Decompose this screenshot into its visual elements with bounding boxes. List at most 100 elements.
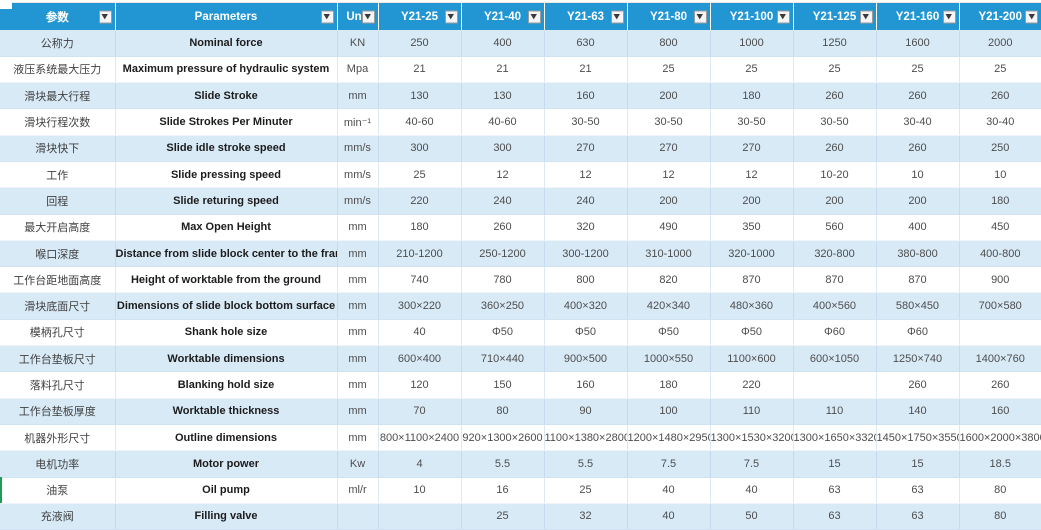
cell-cn[interactable]: 模柄孔尺寸: [0, 319, 116, 347]
cell-en[interactable]: Slide pressing speed: [115, 161, 338, 189]
column-header-y21-100[interactable]: Y21-100 ▼: [710, 3, 794, 30]
cell-en[interactable]: Motor power: [115, 450, 338, 478]
cell-value[interactable]: 870: [710, 266, 794, 294]
cell-value[interactable]: 63: [793, 503, 877, 530]
column-header-unit[interactable]: Unit ▼: [337, 3, 379, 30]
cell-cn[interactable]: 充液阀: [0, 503, 116, 530]
cell-value[interactable]: 63: [876, 477, 960, 504]
cell-value[interactable]: 30-50: [793, 108, 877, 136]
cell-value[interactable]: 1300×1530×3200: [710, 424, 794, 452]
cell-value[interactable]: 30-50: [544, 108, 628, 136]
column-header-y21-200[interactable]: Y21-200 ▼: [959, 3, 1041, 30]
cell-value[interactable]: 780: [461, 266, 545, 294]
cell-unit[interactable]: mm: [337, 82, 379, 110]
cell-value[interactable]: 21: [378, 56, 462, 84]
cell-value[interactable]: [793, 371, 877, 399]
column-header-y21-63[interactable]: Y21-63 ▼: [544, 3, 628, 30]
filter-dropdown-button[interactable]: ▼: [98, 10, 112, 23]
filter-dropdown-button[interactable]: ▼: [1025, 10, 1038, 23]
cell-value[interactable]: 63: [876, 503, 960, 530]
cell-unit[interactable]: mm/s: [337, 161, 379, 189]
cell-value[interactable]: 260: [876, 371, 960, 399]
cell-value[interactable]: 250: [959, 135, 1041, 162]
cell-value[interactable]: 260: [876, 135, 960, 162]
cell-value[interactable]: 400: [876, 214, 960, 241]
column-header-y21-125[interactable]: Y21-125 ▼: [793, 3, 877, 30]
filter-dropdown-button[interactable]: ▼: [527, 10, 541, 23]
cell-unit[interactable]: mm: [337, 292, 379, 320]
cell-value[interactable]: 270: [627, 135, 711, 162]
cell-value[interactable]: 150: [461, 371, 545, 399]
cell-en[interactable]: Worktable dimensions: [115, 345, 338, 373]
cell-value[interactable]: 140: [876, 398, 960, 425]
cell-value[interactable]: 320: [544, 214, 628, 241]
cell-value[interactable]: 12: [627, 161, 711, 189]
cell-cn[interactable]: 回程: [0, 187, 116, 215]
cell-value[interactable]: 580×450: [876, 292, 960, 320]
cell-value[interactable]: 1000: [710, 30, 794, 57]
cell-cn[interactable]: 电机功率: [0, 450, 116, 478]
cell-value[interactable]: 1100×1380×2800: [544, 424, 628, 452]
cell-value[interactable]: 25: [959, 56, 1041, 84]
cell-value[interactable]: 360×250: [461, 292, 545, 320]
filter-dropdown-button[interactable]: ▼: [942, 10, 956, 23]
cell-value[interactable]: 25: [627, 56, 711, 84]
cell-value[interactable]: 380-800: [876, 240, 960, 268]
cell-value[interactable]: 16: [461, 477, 545, 504]
cell-value[interactable]: 1600: [876, 30, 960, 57]
cell-value[interactable]: 920×1300×2600: [461, 424, 545, 452]
cell-value[interactable]: [959, 319, 1041, 347]
cell-value[interactable]: Φ50: [544, 319, 628, 347]
cell-value[interactable]: 15: [876, 450, 960, 478]
cell-cn[interactable]: 滑块底面尺寸: [0, 292, 116, 320]
cell-value[interactable]: 220: [378, 187, 462, 215]
cell-value[interactable]: 30-50: [627, 108, 711, 136]
filter-dropdown-button[interactable]: ▼: [610, 10, 624, 23]
cell-unit[interactable]: mm: [337, 240, 379, 268]
cell-value[interactable]: 25: [793, 56, 877, 84]
cell-value[interactable]: 260: [793, 82, 877, 110]
cell-value[interactable]: 110: [710, 398, 794, 425]
cell-value[interactable]: 100: [627, 398, 711, 425]
cell-unit[interactable]: mm/s: [337, 187, 379, 215]
cell-value[interactable]: Φ60: [876, 319, 960, 347]
cell-value[interactable]: 80: [959, 477, 1041, 504]
cell-value[interactable]: 160: [544, 82, 628, 110]
cell-value[interactable]: 200: [710, 187, 794, 215]
cell-unit[interactable]: mm/s: [337, 135, 379, 162]
cell-cn[interactable]: 滑块行程次数: [0, 108, 116, 136]
cell-value[interactable]: 180: [710, 82, 794, 110]
cell-value[interactable]: 210-1200: [378, 240, 462, 268]
cell-en[interactable]: Outline dimensions: [115, 424, 338, 452]
column-header-y21-25[interactable]: Y21-25 ▼: [378, 3, 462, 30]
cell-value[interactable]: 450: [959, 214, 1041, 241]
cell-unit[interactable]: mm: [337, 214, 379, 241]
cell-cn[interactable]: 工作台垫板厚度: [0, 398, 116, 425]
cell-cn[interactable]: 喉口深度: [0, 240, 116, 268]
cell-value[interactable]: 700×580: [959, 292, 1041, 320]
cell-value[interactable]: 400: [461, 30, 545, 57]
cell-value[interactable]: 40: [710, 477, 794, 504]
column-header-y21-40[interactable]: Y21-40 ▼: [461, 3, 545, 30]
cell-cn[interactable]: 公称力: [0, 30, 116, 57]
cell-value[interactable]: 12: [710, 161, 794, 189]
cell-value[interactable]: 800: [627, 30, 711, 57]
cell-cn[interactable]: 滑块快下: [0, 135, 116, 162]
cell-value[interactable]: 870: [793, 266, 877, 294]
cell-unit[interactable]: min⁻¹: [337, 108, 379, 136]
cell-value[interactable]: 10: [959, 161, 1041, 189]
cell-value[interactable]: 300×220: [378, 292, 462, 320]
cell-value[interactable]: 1250×740: [876, 345, 960, 373]
cell-en[interactable]: Slide returing speed: [115, 187, 338, 215]
cell-value[interactable]: 10-20: [793, 161, 877, 189]
cell-value[interactable]: 260: [793, 135, 877, 162]
cell-value[interactable]: 400×560: [793, 292, 877, 320]
cell-value[interactable]: 12: [461, 161, 545, 189]
cell-en[interactable]: Slide idle stroke speed: [115, 135, 338, 162]
cell-value[interactable]: Φ50: [627, 319, 711, 347]
cell-unit[interactable]: mm: [337, 424, 379, 452]
cell-value[interactable]: 15: [793, 450, 877, 478]
cell-value[interactable]: 260: [959, 82, 1041, 110]
cell-value[interactable]: 5.5: [544, 450, 628, 478]
column-header-y21-160[interactable]: Y21-160 ▼: [876, 3, 960, 30]
